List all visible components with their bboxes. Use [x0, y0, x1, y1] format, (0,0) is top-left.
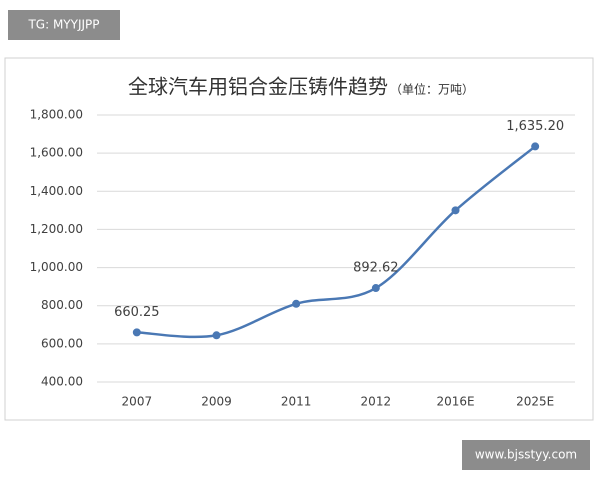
y-tick-label: 1,200.00 [30, 222, 83, 236]
x-tick-label: 2009 [201, 395, 232, 409]
y-tick-label: 600.00 [41, 336, 83, 350]
y-tick-label: 1,000.00 [30, 260, 83, 274]
watermark-box [462, 440, 590, 470]
watermark: www.bjsstyy.com [475, 448, 577, 462]
y-tick-label: 1,800.00 [30, 108, 83, 122]
point [531, 142, 540, 151]
watermark-box [8, 10, 120, 40]
y-tick-label: 1,600.00 [30, 146, 83, 160]
y-tick-label: 800.00 [41, 298, 83, 312]
watermark: TG: MYYJJPP [27, 18, 99, 32]
point [212, 331, 221, 340]
value-label: 660.25 [114, 305, 160, 320]
x-tick-label: 2011 [281, 395, 312, 409]
value-label: 1,635.20 [506, 119, 564, 134]
x-tick-label: 2025E [516, 395, 554, 409]
chart-frame [4, 57, 594, 421]
x-tick-label: 2012 [361, 395, 392, 409]
value-label: 892.62 [353, 261, 399, 276]
point [451, 206, 460, 215]
y-tick-label: 1,400.00 [30, 184, 83, 198]
chart-subtitle: （单位：万吨） [390, 82, 474, 97]
chart-title: 全球汽车用铝合金压铸件趋势 [128, 75, 388, 99]
point [132, 328, 141, 337]
point [292, 299, 301, 308]
x-tick-label: 2016E [436, 395, 474, 409]
x-tick-label: 2007 [122, 395, 153, 409]
y-tick-label: 400.00 [41, 375, 83, 389]
point [371, 284, 380, 293]
